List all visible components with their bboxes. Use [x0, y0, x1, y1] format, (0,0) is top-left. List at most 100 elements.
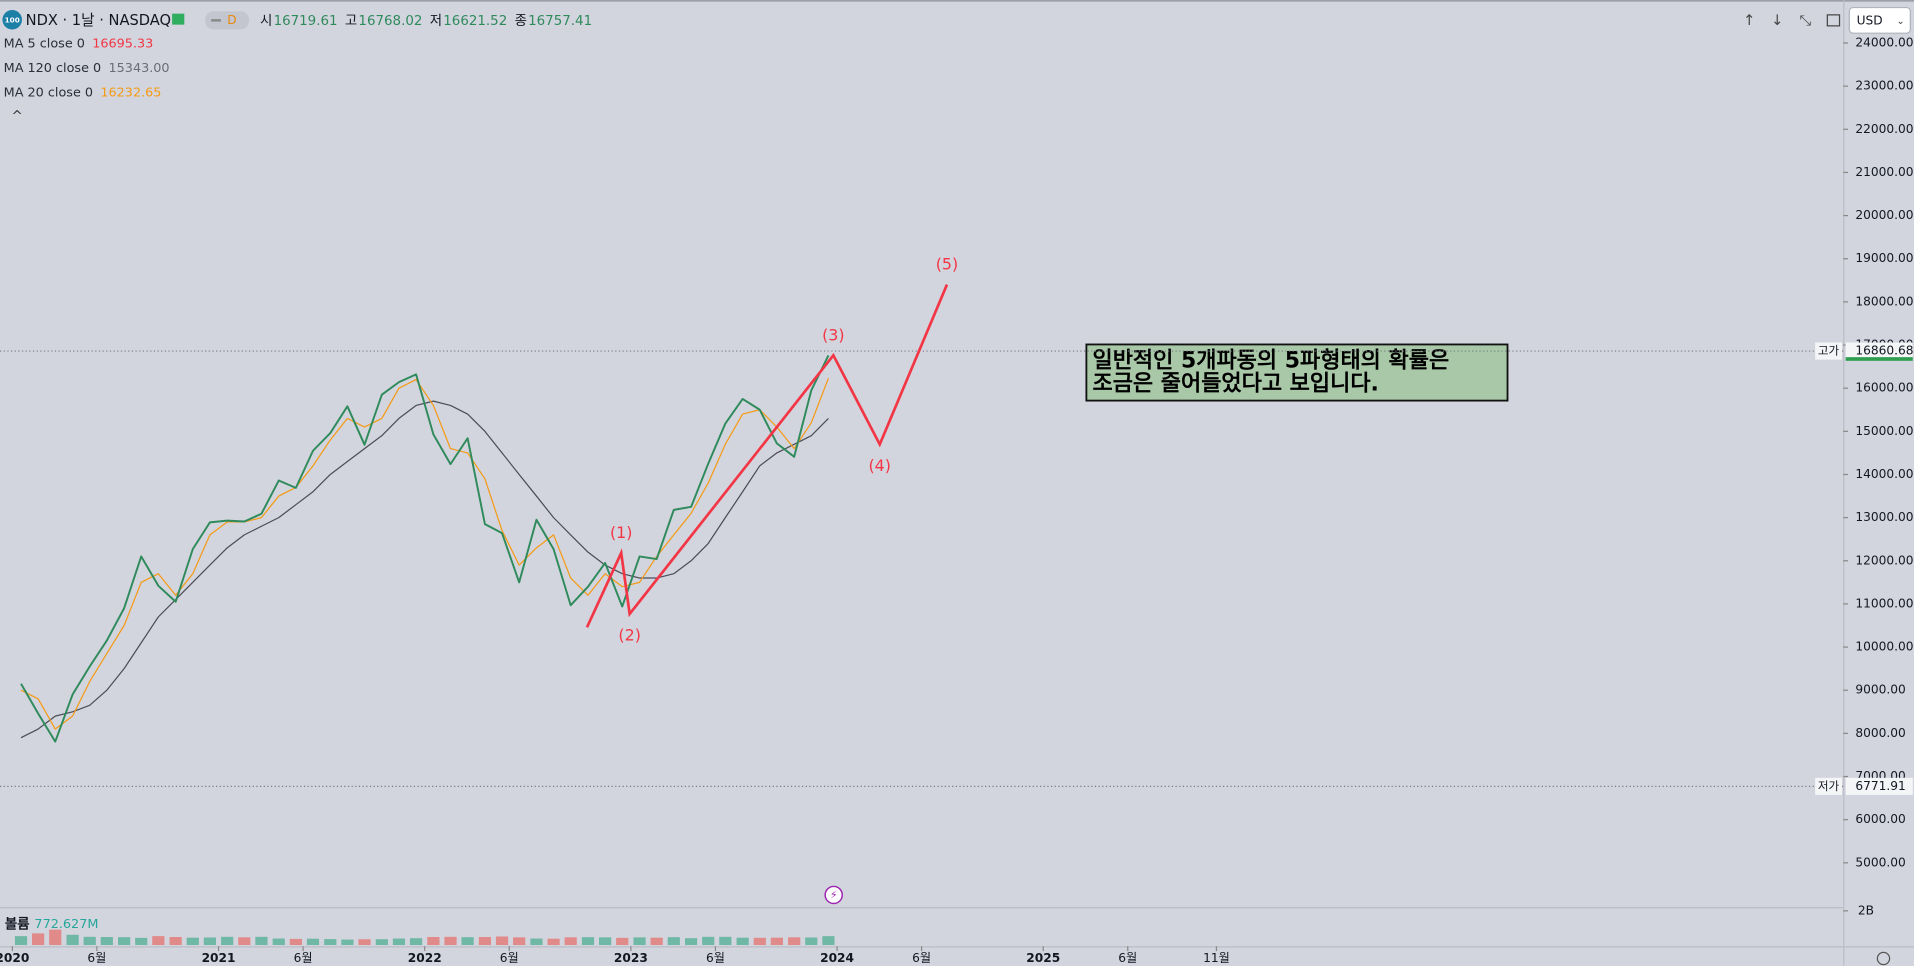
- wave-label: (1): [610, 523, 632, 542]
- ohlc-value: 16719.61: [274, 14, 338, 29]
- volume-bar: [684, 938, 698, 946]
- volume-bar: [719, 936, 732, 946]
- volume-bar: [306, 938, 320, 946]
- ohlc-label: 시: [260, 14, 272, 29]
- volume-bar: [736, 937, 749, 946]
- wave-line: [585, 284, 949, 628]
- note-text: 일반적인 5개파동의 5파형태의 확률은: [1092, 349, 1449, 374]
- flag-icon[interactable]: [172, 13, 185, 25]
- volume-bar: [427, 936, 440, 946]
- x-tick-label: 2020: [0, 951, 29, 965]
- ohlc-label: 저: [430, 13, 442, 29]
- volume-bar: [14, 936, 28, 946]
- volume-bar: [770, 937, 783, 946]
- volume-name: 볼륨: [5, 916, 30, 932]
- volume-bar: [289, 938, 302, 946]
- volume-bar: [118, 937, 131, 946]
- volume-bar: [788, 937, 801, 946]
- wave-label: (3): [822, 325, 844, 344]
- volume-bar: [478, 936, 492, 946]
- collapse-button[interactable]: ⤡: [1800, 12, 1812, 29]
- y-tick-label: 16000.00: [1855, 381, 1913, 395]
- y-tick-label: 24000.00: [1855, 36, 1913, 50]
- y-tick-label: 11000.00: [1855, 596, 1913, 610]
- currency-caret: ⌄: [1896, 16, 1904, 27]
- event-icon[interactable]: [824, 885, 843, 905]
- volume-bar: [221, 936, 234, 946]
- volume-bar: [650, 937, 663, 946]
- symbol-icon: [2, 9, 22, 30]
- volume-bar: [255, 936, 268, 946]
- price-tag-stripe: [1845, 357, 1913, 361]
- y-tick-label: 15000.00: [1855, 424, 1913, 438]
- volume-bar: [461, 937, 474, 946]
- up-button[interactable]: ↑: [1743, 12, 1755, 29]
- volume-bar: [702, 936, 715, 946]
- volume-bar: [152, 936, 165, 946]
- ohlc-value: 16757.41: [528, 14, 592, 29]
- volume-bar: [358, 939, 371, 946]
- y-tick-label: 20000.00: [1855, 208, 1913, 222]
- x-tick-label: 6월: [706, 951, 725, 965]
- price-tag-bg: [1845, 777, 1913, 795]
- volume-last: 772.627M: [34, 917, 98, 932]
- volume-bar: [547, 938, 560, 946]
- y-tick-label: 23000.00: [1855, 79, 1913, 93]
- x-tick-label: 6월: [294, 951, 313, 965]
- volume-bar: [203, 937, 216, 946]
- settings-button[interactable]: [1876, 951, 1891, 966]
- symbol-title: NDX · 1날 · NASDAQ: [26, 12, 171, 29]
- wave-label: (4): [869, 456, 891, 475]
- wave-label: (2): [618, 625, 640, 644]
- x-tick-label: 6월: [1118, 951, 1137, 965]
- volume-bar: [238, 937, 251, 946]
- volume-bar: [100, 936, 113, 946]
- price-tag-label-bg: [1815, 342, 1842, 360]
- volume-bar: [667, 937, 680, 946]
- price-tag-label: 저가: [1818, 779, 1840, 793]
- note-text: 조금은 줄어들었다고 보입니다.: [1092, 372, 1378, 397]
- volume-bar: [169, 936, 182, 946]
- note-background: [1085, 343, 1509, 402]
- volume-bar: [66, 934, 79, 946]
- volume-bar: [581, 937, 595, 946]
- x-tick-label: 11월: [1203, 951, 1230, 965]
- volume-bar: [32, 933, 45, 946]
- price-tag-label: 고가: [1818, 344, 1840, 358]
- price-line-series: [20, 354, 830, 743]
- volume-bar: [49, 929, 62, 946]
- volume-bar: [409, 938, 423, 946]
- indicator-value: 16232.65: [100, 85, 161, 100]
- x-tick-label: 2024: [820, 951, 854, 965]
- volume-bar: [495, 936, 509, 946]
- indicator-name: MA 120 close 0: [4, 61, 102, 76]
- status-d: D: [227, 13, 236, 27]
- ohlc-value: 16768.02: [358, 14, 422, 29]
- volume-bar: [753, 937, 766, 946]
- x-tick-label: 6월: [912, 951, 931, 965]
- volume-bar: [805, 937, 818, 946]
- y-tick-label: 13000.00: [1855, 510, 1913, 524]
- price-tag-label-bg: [1815, 777, 1842, 795]
- y-tick-label: 12000.00: [1855, 553, 1913, 567]
- indicator-value: 16695.33: [92, 37, 153, 52]
- down-button[interactable]: ↓: [1771, 12, 1783, 29]
- y-tick-label: 6000.00: [1855, 812, 1905, 826]
- indicator-name: MA 20 close 0: [4, 85, 93, 100]
- event-icon-glyph: ⚡: [830, 889, 838, 902]
- collapse-toggle[interactable]: ^: [11, 109, 22, 124]
- price-tag-value: 16860.68: [1855, 344, 1913, 358]
- x-tick-label: 2022: [408, 951, 442, 965]
- ma-line: [20, 378, 829, 730]
- x-tick-label: 6월: [87, 951, 106, 965]
- ohlc-label: 종: [515, 14, 527, 29]
- volume-bar: [513, 937, 526, 946]
- ohlc-label: 고: [345, 14, 357, 29]
- currency-select[interactable]: [1848, 6, 1911, 34]
- volume-bar: [444, 936, 457, 946]
- maximize-button[interactable]: [1826, 14, 1841, 27]
- volume-bar: [599, 937, 612, 946]
- price-tag-bg: [1845, 342, 1913, 360]
- y-tick-label: 19000.00: [1855, 251, 1913, 265]
- indicator-value: 15343.00: [109, 61, 170, 76]
